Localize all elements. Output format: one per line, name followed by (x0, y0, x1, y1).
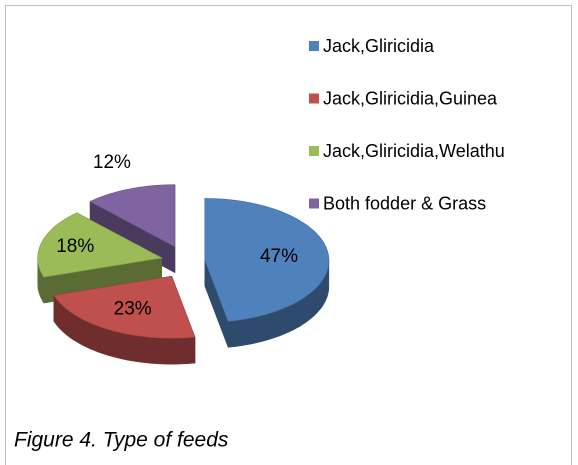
slice (53, 275, 196, 339)
legend-label: Jack,Gliricidia (323, 36, 435, 56)
caption: Figure 4. Type of feeds (14, 429, 229, 452)
slice (204, 198, 330, 322)
legend-label: Jack,Gliricidia,Welathu (323, 141, 505, 161)
legend: Jack,Gliricidia Jack,Gliricidia,Guinea Jac… (309, 36, 505, 213)
legend-label: Both fodder & Grass (323, 193, 486, 213)
data-label: 12% (93, 152, 131, 173)
data-label: 47% (260, 246, 298, 267)
data-label: 23% (114, 298, 152, 319)
legend-swatch (309, 41, 319, 51)
legend-swatch (309, 198, 319, 209)
slice (89, 184, 176, 248)
legend-swatch (309, 146, 319, 156)
slice (37, 212, 163, 278)
legend-label: Jack,Gliricidia,Guinea (323, 88, 498, 108)
data-label: 18% (56, 236, 94, 257)
legend-swatch (309, 93, 319, 104)
pie: 47% 23% 18% 12% (37, 152, 330, 365)
